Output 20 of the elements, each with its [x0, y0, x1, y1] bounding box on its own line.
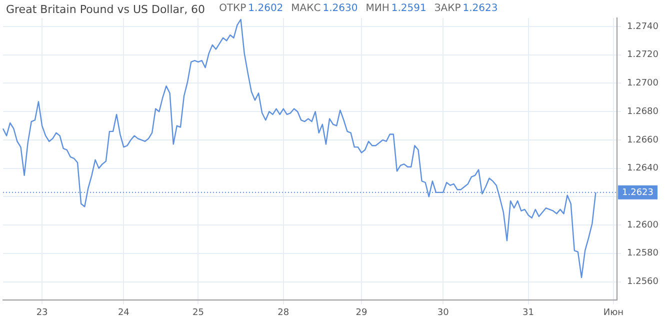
ref-line-label: 1.2623: [622, 188, 654, 198]
x-tick-label: 29: [356, 308, 368, 318]
y-tick-label: 1.2640: [627, 164, 659, 174]
x-tick-label: Июн: [603, 308, 624, 318]
y-tick-label: 1.2660: [627, 135, 659, 146]
x-tick-label: 31: [522, 308, 534, 318]
x-tick-label: 23: [36, 308, 48, 318]
x-tick-label: 25: [192, 308, 204, 318]
x-tick-label: 24: [118, 308, 130, 318]
y-tick-label: 1.2720: [627, 50, 659, 60]
x-tick-label: 28: [278, 308, 290, 318]
y-tick-label: 1.2600: [627, 220, 659, 230]
y-tick-label: 1.2740: [627, 22, 659, 32]
chart-subtitle: ОТКР 1.2602 МАКС 1.2630 МИН 1.2591 ЗАКР 1.2623: [219, 3, 498, 14]
y-tick-label: 1.2560: [627, 277, 659, 288]
x-tick-label: 30: [437, 308, 450, 318]
y-tick-label: 1.2580: [627, 248, 659, 259]
y-tick-label: 1.2700: [627, 78, 659, 89]
chart-title: Great Britain Pound vs US Dollar, 60: [6, 3, 206, 16]
y-tick-label: 1.2680: [627, 106, 659, 117]
